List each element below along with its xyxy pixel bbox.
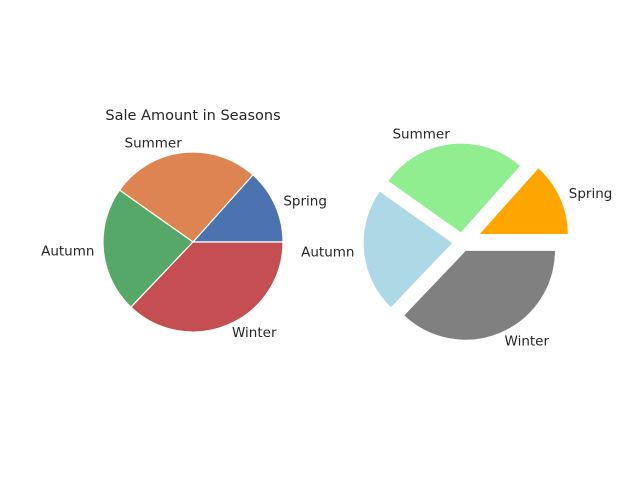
pie-slice-autumn [102,189,194,308]
pie-slice-spring [477,166,570,236]
slice-label-spring: Spring [283,194,327,210]
slice-label-autumn: Autumn [41,244,94,260]
pie-slice-summer [386,142,522,234]
pie-slice-winter [402,249,557,341]
pie-chart-left: Sale Amount in Seasons Spring Summer Autum… [41,108,327,341]
slice-label-spring: Spring [569,186,613,202]
pie-slice-summer [118,151,254,243]
chart-title: Sale Amount in Seasons [105,108,280,124]
pie-slice-spring [192,174,284,243]
pie-chart-right: Spring Summer Autumn Winter [301,127,612,350]
slice-label-winter: Winter [232,325,277,341]
pie-slice-winter [130,241,284,333]
slice-label-winter: Winter [505,333,550,349]
pie-slice-autumn [362,190,454,309]
slice-label-summer: Summer [392,127,450,143]
slice-label-autumn: Autumn [301,244,354,260]
slice-label-summer: Summer [125,136,183,152]
